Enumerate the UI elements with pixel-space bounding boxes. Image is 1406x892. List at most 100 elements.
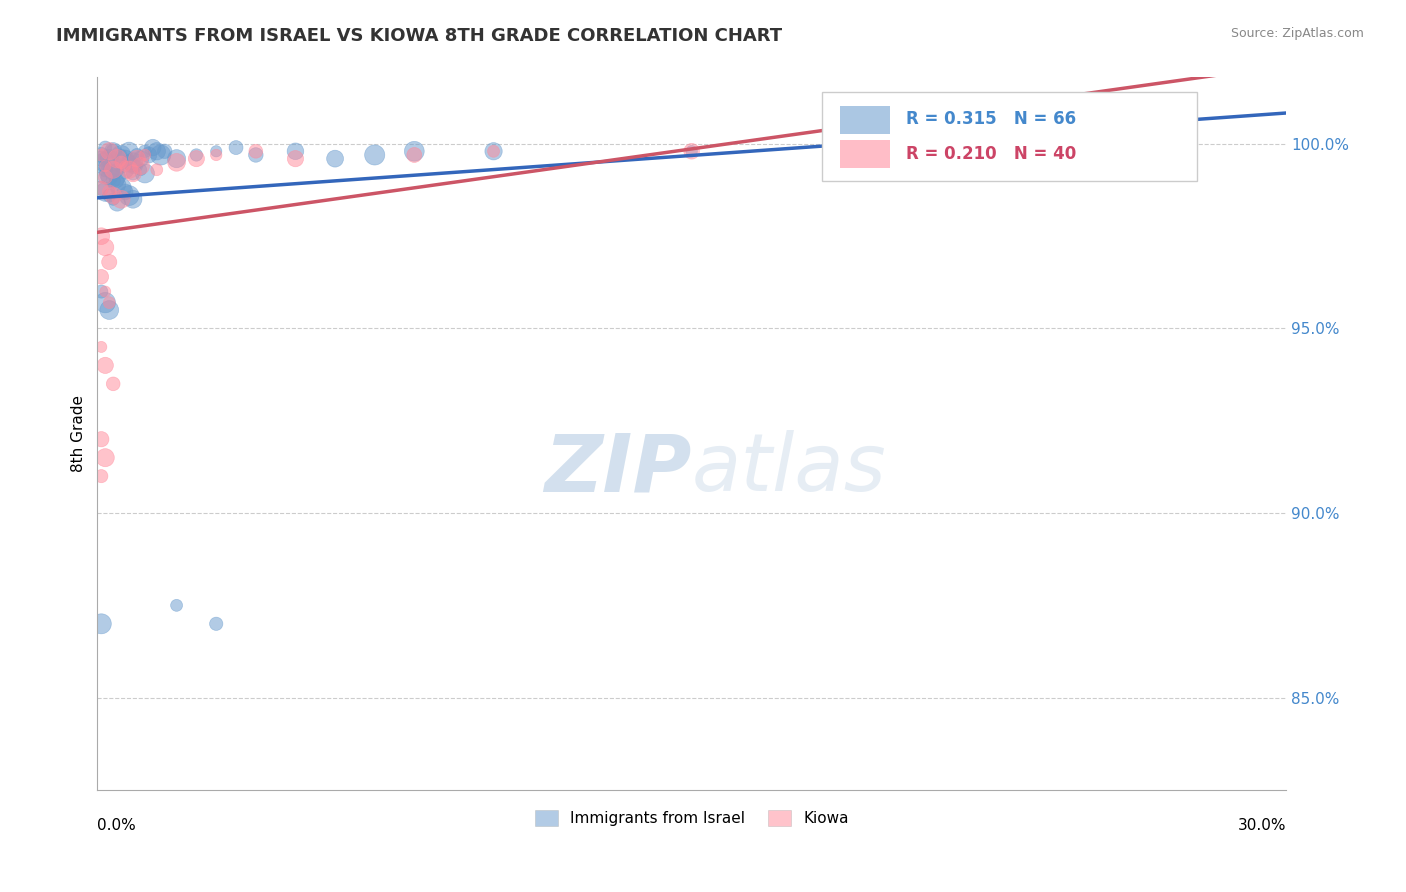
Point bbox=[110, 155, 132, 169]
Point bbox=[103, 188, 125, 202]
Point bbox=[94, 450, 117, 465]
Text: R = 0.315   N = 66: R = 0.315 N = 66 bbox=[905, 111, 1076, 128]
Point bbox=[125, 148, 148, 162]
Point bbox=[118, 188, 141, 202]
Point bbox=[125, 152, 148, 166]
Text: atlas: atlas bbox=[692, 430, 886, 508]
Point bbox=[98, 188, 121, 202]
Point bbox=[90, 285, 112, 299]
Point bbox=[90, 469, 112, 483]
Point bbox=[122, 166, 145, 180]
Point bbox=[245, 148, 267, 162]
Y-axis label: 8th Grade: 8th Grade bbox=[72, 395, 86, 472]
Point bbox=[103, 145, 125, 159]
Point bbox=[186, 152, 208, 166]
Point bbox=[122, 192, 145, 206]
Point bbox=[98, 185, 121, 199]
Point bbox=[94, 159, 117, 173]
Point bbox=[323, 152, 346, 166]
Point bbox=[105, 170, 128, 185]
Point bbox=[105, 174, 128, 188]
Point bbox=[482, 145, 505, 159]
Point bbox=[1077, 136, 1099, 151]
Point bbox=[205, 616, 228, 631]
Point bbox=[103, 192, 125, 206]
Point bbox=[114, 152, 136, 166]
Point bbox=[94, 240, 117, 254]
Point bbox=[118, 162, 141, 177]
Point bbox=[105, 196, 128, 211]
Point bbox=[94, 155, 117, 169]
Point bbox=[129, 152, 152, 166]
Point bbox=[110, 159, 132, 173]
Point bbox=[142, 140, 165, 154]
Point bbox=[94, 162, 117, 177]
Point bbox=[94, 170, 117, 185]
Text: IMMIGRANTS FROM ISRAEL VS KIOWA 8TH GRADE CORRELATION CHART: IMMIGRANTS FROM ISRAEL VS KIOWA 8TH GRAD… bbox=[56, 27, 782, 45]
Point bbox=[90, 148, 112, 162]
Point bbox=[118, 155, 141, 169]
Point bbox=[94, 159, 117, 173]
Point bbox=[105, 162, 128, 177]
Point bbox=[681, 145, 703, 159]
Point bbox=[98, 295, 121, 310]
Point bbox=[363, 148, 385, 162]
Text: R = 0.210   N = 40: R = 0.210 N = 40 bbox=[905, 145, 1076, 162]
Point bbox=[284, 152, 307, 166]
Point bbox=[114, 185, 136, 199]
Point bbox=[225, 140, 247, 154]
Point bbox=[105, 178, 128, 192]
Point bbox=[879, 140, 901, 154]
Point bbox=[103, 162, 125, 177]
Point bbox=[122, 166, 145, 180]
Point bbox=[90, 229, 112, 244]
FancyBboxPatch shape bbox=[841, 106, 890, 134]
Point bbox=[103, 174, 125, 188]
Point bbox=[98, 303, 121, 318]
Point bbox=[103, 376, 125, 391]
Point bbox=[149, 148, 172, 162]
Point bbox=[879, 140, 901, 154]
Point bbox=[94, 295, 117, 310]
Point bbox=[98, 152, 121, 166]
Point bbox=[125, 159, 148, 173]
Point bbox=[146, 145, 169, 159]
Point bbox=[90, 152, 112, 166]
Text: Source: ZipAtlas.com: Source: ZipAtlas.com bbox=[1230, 27, 1364, 40]
Point bbox=[284, 145, 307, 159]
FancyBboxPatch shape bbox=[841, 140, 890, 168]
Point bbox=[681, 145, 703, 159]
Point bbox=[166, 155, 188, 169]
Point bbox=[134, 166, 156, 180]
Point bbox=[98, 255, 121, 269]
Text: ZIP: ZIP bbox=[544, 430, 692, 508]
Point bbox=[90, 616, 112, 631]
Point bbox=[90, 269, 112, 284]
Point bbox=[94, 185, 117, 199]
Point bbox=[146, 162, 169, 177]
Point bbox=[110, 181, 132, 195]
Point bbox=[98, 170, 121, 185]
Point bbox=[103, 162, 125, 177]
Point bbox=[90, 148, 112, 162]
Point bbox=[245, 145, 267, 159]
Point bbox=[110, 148, 132, 162]
Point bbox=[122, 155, 145, 169]
Point bbox=[105, 152, 128, 166]
Point bbox=[98, 166, 121, 180]
Point bbox=[153, 145, 176, 159]
Point bbox=[134, 148, 156, 162]
Point bbox=[94, 359, 117, 373]
Point bbox=[103, 145, 125, 159]
Text: 0.0%: 0.0% bbox=[97, 819, 136, 833]
Point bbox=[94, 140, 117, 154]
Point bbox=[118, 145, 141, 159]
Point bbox=[90, 170, 112, 185]
Point bbox=[110, 192, 132, 206]
Point bbox=[122, 159, 145, 173]
Point bbox=[404, 145, 426, 159]
Point bbox=[129, 159, 152, 173]
Point bbox=[90, 181, 112, 195]
Point bbox=[186, 148, 208, 162]
Point bbox=[205, 148, 228, 162]
